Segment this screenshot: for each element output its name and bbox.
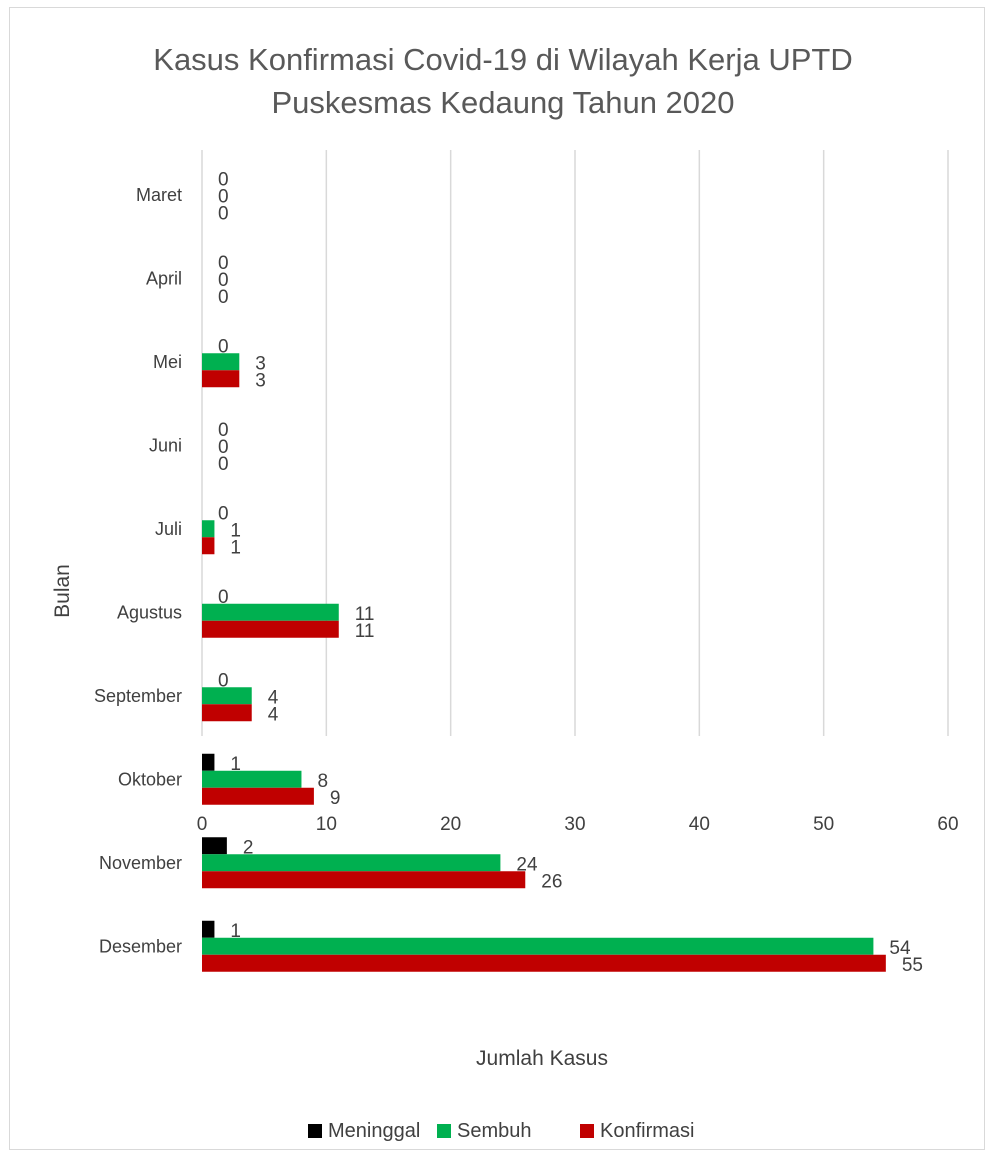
data-label-sembuh-juni: 0	[218, 437, 229, 458]
data-label-meninggal-desember: 1	[230, 921, 241, 942]
data-label-meninggal-november: 2	[243, 837, 254, 858]
x-axis-title: Jumlah Kasus	[476, 1047, 608, 1070]
data-label-sembuh-mei: 3	[255, 353, 266, 374]
data-label-meninggal-agustus: 0	[218, 587, 229, 608]
category-label-desember: Desember	[99, 936, 182, 956]
legend-swatch-meninggal	[308, 1124, 322, 1138]
data-label-sembuh-september: 4	[268, 687, 279, 708]
data-label-konfirmasi-maret: 0	[218, 203, 229, 224]
y-axis-title: Bulan	[51, 564, 74, 618]
data-label-sembuh-april: 0	[218, 270, 229, 291]
legend-label-konfirmasi: Konfirmasi	[600, 1120, 694, 1142]
data-label-sembuh-oktober: 8	[317, 771, 328, 792]
bar-meninggal-oktober	[202, 753, 215, 771]
chart-title: Kasus Konfirmasi Covid-19 di Wilayah Ker…	[153, 42, 852, 120]
data-label-meninggal-september: 0	[218, 670, 229, 691]
chart-title-line-1: Kasus Konfirmasi Covid-19 di Wilayah Ker…	[153, 42, 852, 77]
data-label-sembuh-maret: 0	[218, 186, 229, 207]
chart-svg: Kasus Konfirmasi Covid-19 di Wilayah Ker…	[51, 42, 959, 1142]
legend-swatch-sembuh	[437, 1124, 451, 1138]
data-label-konfirmasi-april: 0	[218, 287, 229, 308]
category-label-juni: Juni	[149, 435, 182, 455]
data-label-sembuh-desember: 54	[889, 938, 911, 959]
data-label-sembuh-juli: 1	[230, 520, 241, 541]
data-label-konfirmasi-september: 4	[268, 704, 279, 725]
bar-konfirmasi-juli	[202, 537, 215, 555]
legend: Meninggal Sembuh Konfirmasi	[308, 1120, 694, 1142]
bar-sembuh-desember	[202, 937, 874, 955]
bar-konfirmasi-desember	[202, 954, 886, 972]
category-label-november: November	[99, 853, 182, 873]
data-label-meninggal-mei: 0	[218, 336, 229, 357]
chart-title-line-2: Puskesmas Kedaung Tahun 2020	[271, 85, 734, 120]
bar-sembuh-september	[202, 687, 252, 705]
legend-swatch-konfirmasi	[580, 1124, 594, 1138]
x-tick-label-60: 60	[937, 814, 958, 835]
bar-meninggal-desember	[202, 920, 215, 938]
category-label-april: April	[146, 268, 182, 288]
data-label-konfirmasi-november: 26	[541, 871, 562, 892]
x-tick-label-20: 20	[440, 814, 461, 835]
data-label-meninggal-juli: 0	[218, 503, 229, 524]
data-label-konfirmasi-desember: 55	[902, 955, 923, 976]
x-tick-label-40: 40	[689, 814, 710, 835]
data-label-konfirmasi-juni: 0	[218, 454, 229, 475]
data-label-konfirmasi-agustus: 11	[355, 621, 375, 642]
category-label-agustus: Agustus	[117, 602, 182, 622]
category-label-september: September	[94, 686, 182, 706]
category-label-juli: Juli	[155, 519, 182, 539]
bar-meninggal-november	[202, 837, 227, 855]
bar-sembuh-november	[202, 854, 501, 872]
category-labels: Maret April Mei Juni Juli Agustus September Okt…	[94, 185, 182, 957]
data-label-konfirmasi-mei: 3	[255, 370, 266, 391]
legend-label-sembuh: Sembuh	[457, 1120, 532, 1142]
data-label-meninggal-juni: 0	[218, 420, 229, 441]
bar-konfirmasi-mei	[202, 370, 240, 388]
data-label-meninggal-april: 0	[218, 253, 229, 274]
data-label-sembuh-agustus: 11	[355, 604, 375, 625]
category-label-maret: Maret	[136, 185, 182, 205]
bar-sembuh-juli	[202, 520, 215, 538]
x-tick-label-0: 0	[197, 814, 208, 835]
bar-konfirmasi-agustus	[202, 620, 339, 638]
bar-sembuh-mei	[202, 353, 240, 371]
data-label-sembuh-november: 24	[516, 854, 538, 875]
chart-frame: Kasus Konfirmasi Covid-19 di Wilayah Ker…	[9, 7, 985, 1150]
bars	[202, 353, 886, 972]
x-tick-label-50: 50	[813, 814, 834, 835]
x-tick-label-10: 10	[316, 814, 337, 835]
gridlines	[201, 150, 949, 736]
bar-konfirmasi-november	[202, 871, 526, 889]
data-label-meninggal-maret: 0	[218, 169, 229, 190]
x-tick-label-30: 30	[564, 814, 585, 835]
x-tick-labels: 0 10 20 30 40 50 60	[197, 814, 959, 835]
data-label-konfirmasi-juli: 1	[230, 537, 241, 558]
legend-label-meninggal: Meninggal	[328, 1120, 420, 1142]
data-label-konfirmasi-oktober: 9	[330, 788, 341, 809]
category-label-oktober: Oktober	[118, 769, 182, 789]
category-label-mei: Mei	[153, 352, 182, 372]
bar-konfirmasi-september	[202, 704, 252, 722]
data-label-meninggal-oktober: 1	[230, 754, 241, 775]
bar-sembuh-agustus	[202, 603, 339, 621]
bar-konfirmasi-oktober	[202, 787, 314, 805]
bar-sembuh-oktober	[202, 770, 302, 788]
